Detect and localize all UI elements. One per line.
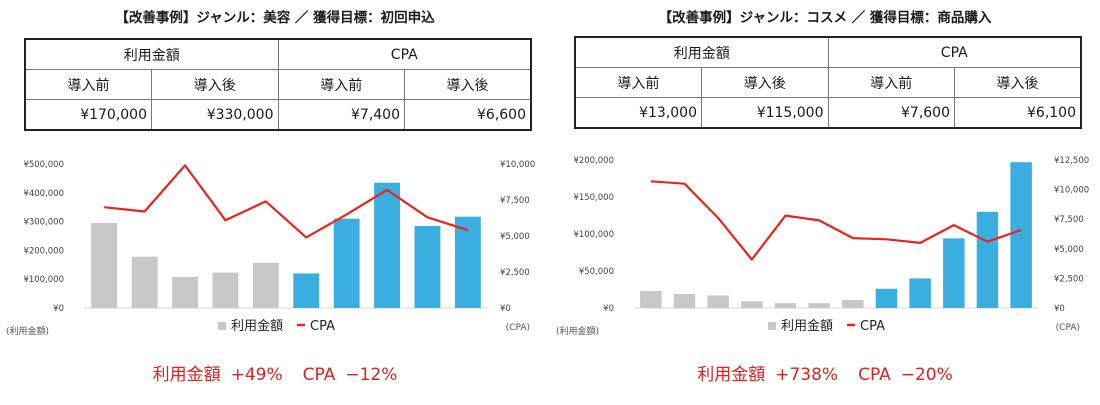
left-axis-tick-label: ¥400,000 <box>23 189 64 199</box>
group-header-spend: 利用金額 <box>574 36 829 68</box>
spend-bar <box>808 303 830 308</box>
left-axis-caption: (利用金額) <box>556 325 599 337</box>
right-axis-tick-label: ¥0 <box>1054 304 1065 314</box>
group-header-spend: 利用金額 <box>24 38 279 70</box>
left-axis-tick-label: ¥100,000 <box>573 230 614 240</box>
sub-header-before-cpa: 導入前 <box>827 67 955 98</box>
legend-line-label: CPA <box>310 319 335 334</box>
left-axis-tick-label: ¥0 <box>53 304 64 314</box>
sub-header-after-spend: 導入後 <box>151 69 279 100</box>
right-axis-caption: (CPA) <box>506 323 530 333</box>
combo-chart: ¥0 ¥50,000 ¥100,000 ¥150,000 ¥200,000 ¥0 ¥2,50… <box>556 156 1089 337</box>
left-axis-tick-label: ¥200,000 <box>573 156 614 166</box>
right-axis-caption: (CPA) <box>1056 323 1080 333</box>
result-cpa-label: CPA <box>302 365 336 385</box>
spend-bar <box>131 256 158 308</box>
case-panel-cosmetics: 【改善事例】ジャンル：コスメ ／ 獲得目標：商品購入 利用金額 CPA 導入前 … <box>550 0 1100 405</box>
value-spend-after: ¥115,000 <box>701 97 829 129</box>
legend-bar-swatch <box>218 322 226 330</box>
result-cpa-label: CPA <box>858 365 891 385</box>
group-header-cpa: CPA <box>827 36 1082 68</box>
group-header-cpa: CPA <box>277 38 532 70</box>
right-axis-tick-label: ¥2,500 <box>1054 274 1084 284</box>
cpa-line <box>104 164 469 239</box>
spend-bar <box>640 291 662 308</box>
spend-bar <box>842 299 864 308</box>
spend-bar <box>333 218 360 308</box>
value-spend-after: ¥330,000 <box>151 99 279 131</box>
legend-bar-label: 利用金額 <box>231 318 283 334</box>
value-spend-before: ¥13,000 <box>574 97 702 129</box>
result-spend-label: 利用金額 <box>152 365 221 385</box>
result-summary: 利用金額 +738% CPA −20% <box>550 360 1100 385</box>
summary-table: 利用金額 CPA 導入前 導入後 導入前 導入後 ¥13,000 ¥115,00… <box>574 36 1082 129</box>
left-axis-tick-label: ¥300,000 <box>23 218 64 228</box>
value-spend-before: ¥170,000 <box>24 99 152 131</box>
right-axis-tick-label: ¥12,500 <box>1054 156 1089 166</box>
left-axis-tick-label: ¥150,000 <box>573 193 614 203</box>
result-cpa-value: −12% <box>345 365 398 385</box>
spend-bar <box>293 273 320 308</box>
left-axis-tick-label: ¥200,000 <box>23 246 64 256</box>
right-axis-tick-label: ¥5,000 <box>500 232 530 242</box>
result-spend-value: +738% <box>775 365 839 385</box>
legend-line-label: CPA <box>860 319 885 334</box>
panel-title: 【改善事例】ジャンル：コスメ ／ 獲得目標：商品購入 <box>658 10 992 26</box>
spend-bar <box>212 272 239 308</box>
spend-bar <box>252 262 279 308</box>
result-cpa-value: −20% <box>900 365 953 385</box>
right-axis-tick-label: ¥5,000 <box>1054 245 1084 255</box>
value-cpa-before: ¥7,600 <box>827 97 955 129</box>
spend-bar <box>707 295 729 308</box>
spend-bar <box>774 303 797 308</box>
sub-header-after-cpa: 導入後 <box>404 69 532 100</box>
value-cpa-after: ¥6,100 <box>954 97 1082 129</box>
legend-bar-swatch <box>768 322 776 330</box>
right-axis-tick-label: ¥7,500 <box>1054 215 1084 225</box>
spend-bar <box>374 182 400 308</box>
spend-bar <box>909 278 931 308</box>
right-axis-tick-label: ¥2,500 <box>500 268 530 278</box>
sub-header-before-spend: 導入前 <box>24 69 152 100</box>
summary-table: 利用金額 CPA 導入前 導入後 導入前 導入後 ¥170,000 ¥330,0… <box>24 38 532 131</box>
value-cpa-after: ¥6,600 <box>404 99 532 131</box>
left-axis-tick-label: ¥100,000 <box>23 275 64 285</box>
result-spend-label: 利用金額 <box>697 365 766 385</box>
spend-bar <box>414 225 441 308</box>
result-summary: 利用金額 +49% CPA −12% <box>0 360 550 385</box>
spend-bar <box>673 293 696 308</box>
sub-header-after-cpa: 導入後 <box>954 67 1082 98</box>
right-axis-tick-label: ¥7,500 <box>500 196 530 206</box>
spend-bar <box>976 211 999 308</box>
left-axis-tick-label: ¥0 <box>603 304 614 314</box>
left-axis-tick-label: ¥500,000 <box>23 160 64 170</box>
sub-header-before-cpa: 導入前 <box>277 69 405 100</box>
spend-bar <box>91 223 118 308</box>
right-axis-tick-label: ¥0 <box>500 304 511 314</box>
left-axis-caption: (利用金額) <box>6 325 49 337</box>
spend-bar <box>1010 162 1032 308</box>
case-panel-beauty: 【改善事例】ジャンル：美容 ／ 獲得目標：初回申込 利用金額 CPA 導入前 導… <box>0 10 550 385</box>
result-spend-value: +49% <box>230 365 283 385</box>
spend-bar <box>943 238 965 308</box>
spend-bar <box>741 301 763 308</box>
left-axis-tick-label: ¥50,000 <box>579 267 614 277</box>
legend-bar-label: 利用金額 <box>781 318 833 334</box>
value-cpa-before: ¥7,400 <box>277 99 405 131</box>
sub-header-before-spend: 導入前 <box>574 67 702 98</box>
spend-bar <box>875 288 898 308</box>
right-axis-tick-label: ¥10,000 <box>500 160 535 170</box>
combo-chart: ¥0 ¥100,000 ¥200,000 ¥300,000 ¥400,000 ¥500,0… <box>6 160 535 337</box>
spend-bar <box>454 216 481 308</box>
panel-title: 【改善事例】ジャンル：美容 ／ 獲得目標：初回申込 <box>115 10 435 26</box>
right-axis-tick-label: ¥10,000 <box>1054 186 1089 196</box>
sub-header-after-spend: 導入後 <box>701 67 829 98</box>
cpa-line <box>650 180 1022 261</box>
spend-bar <box>172 276 198 308</box>
